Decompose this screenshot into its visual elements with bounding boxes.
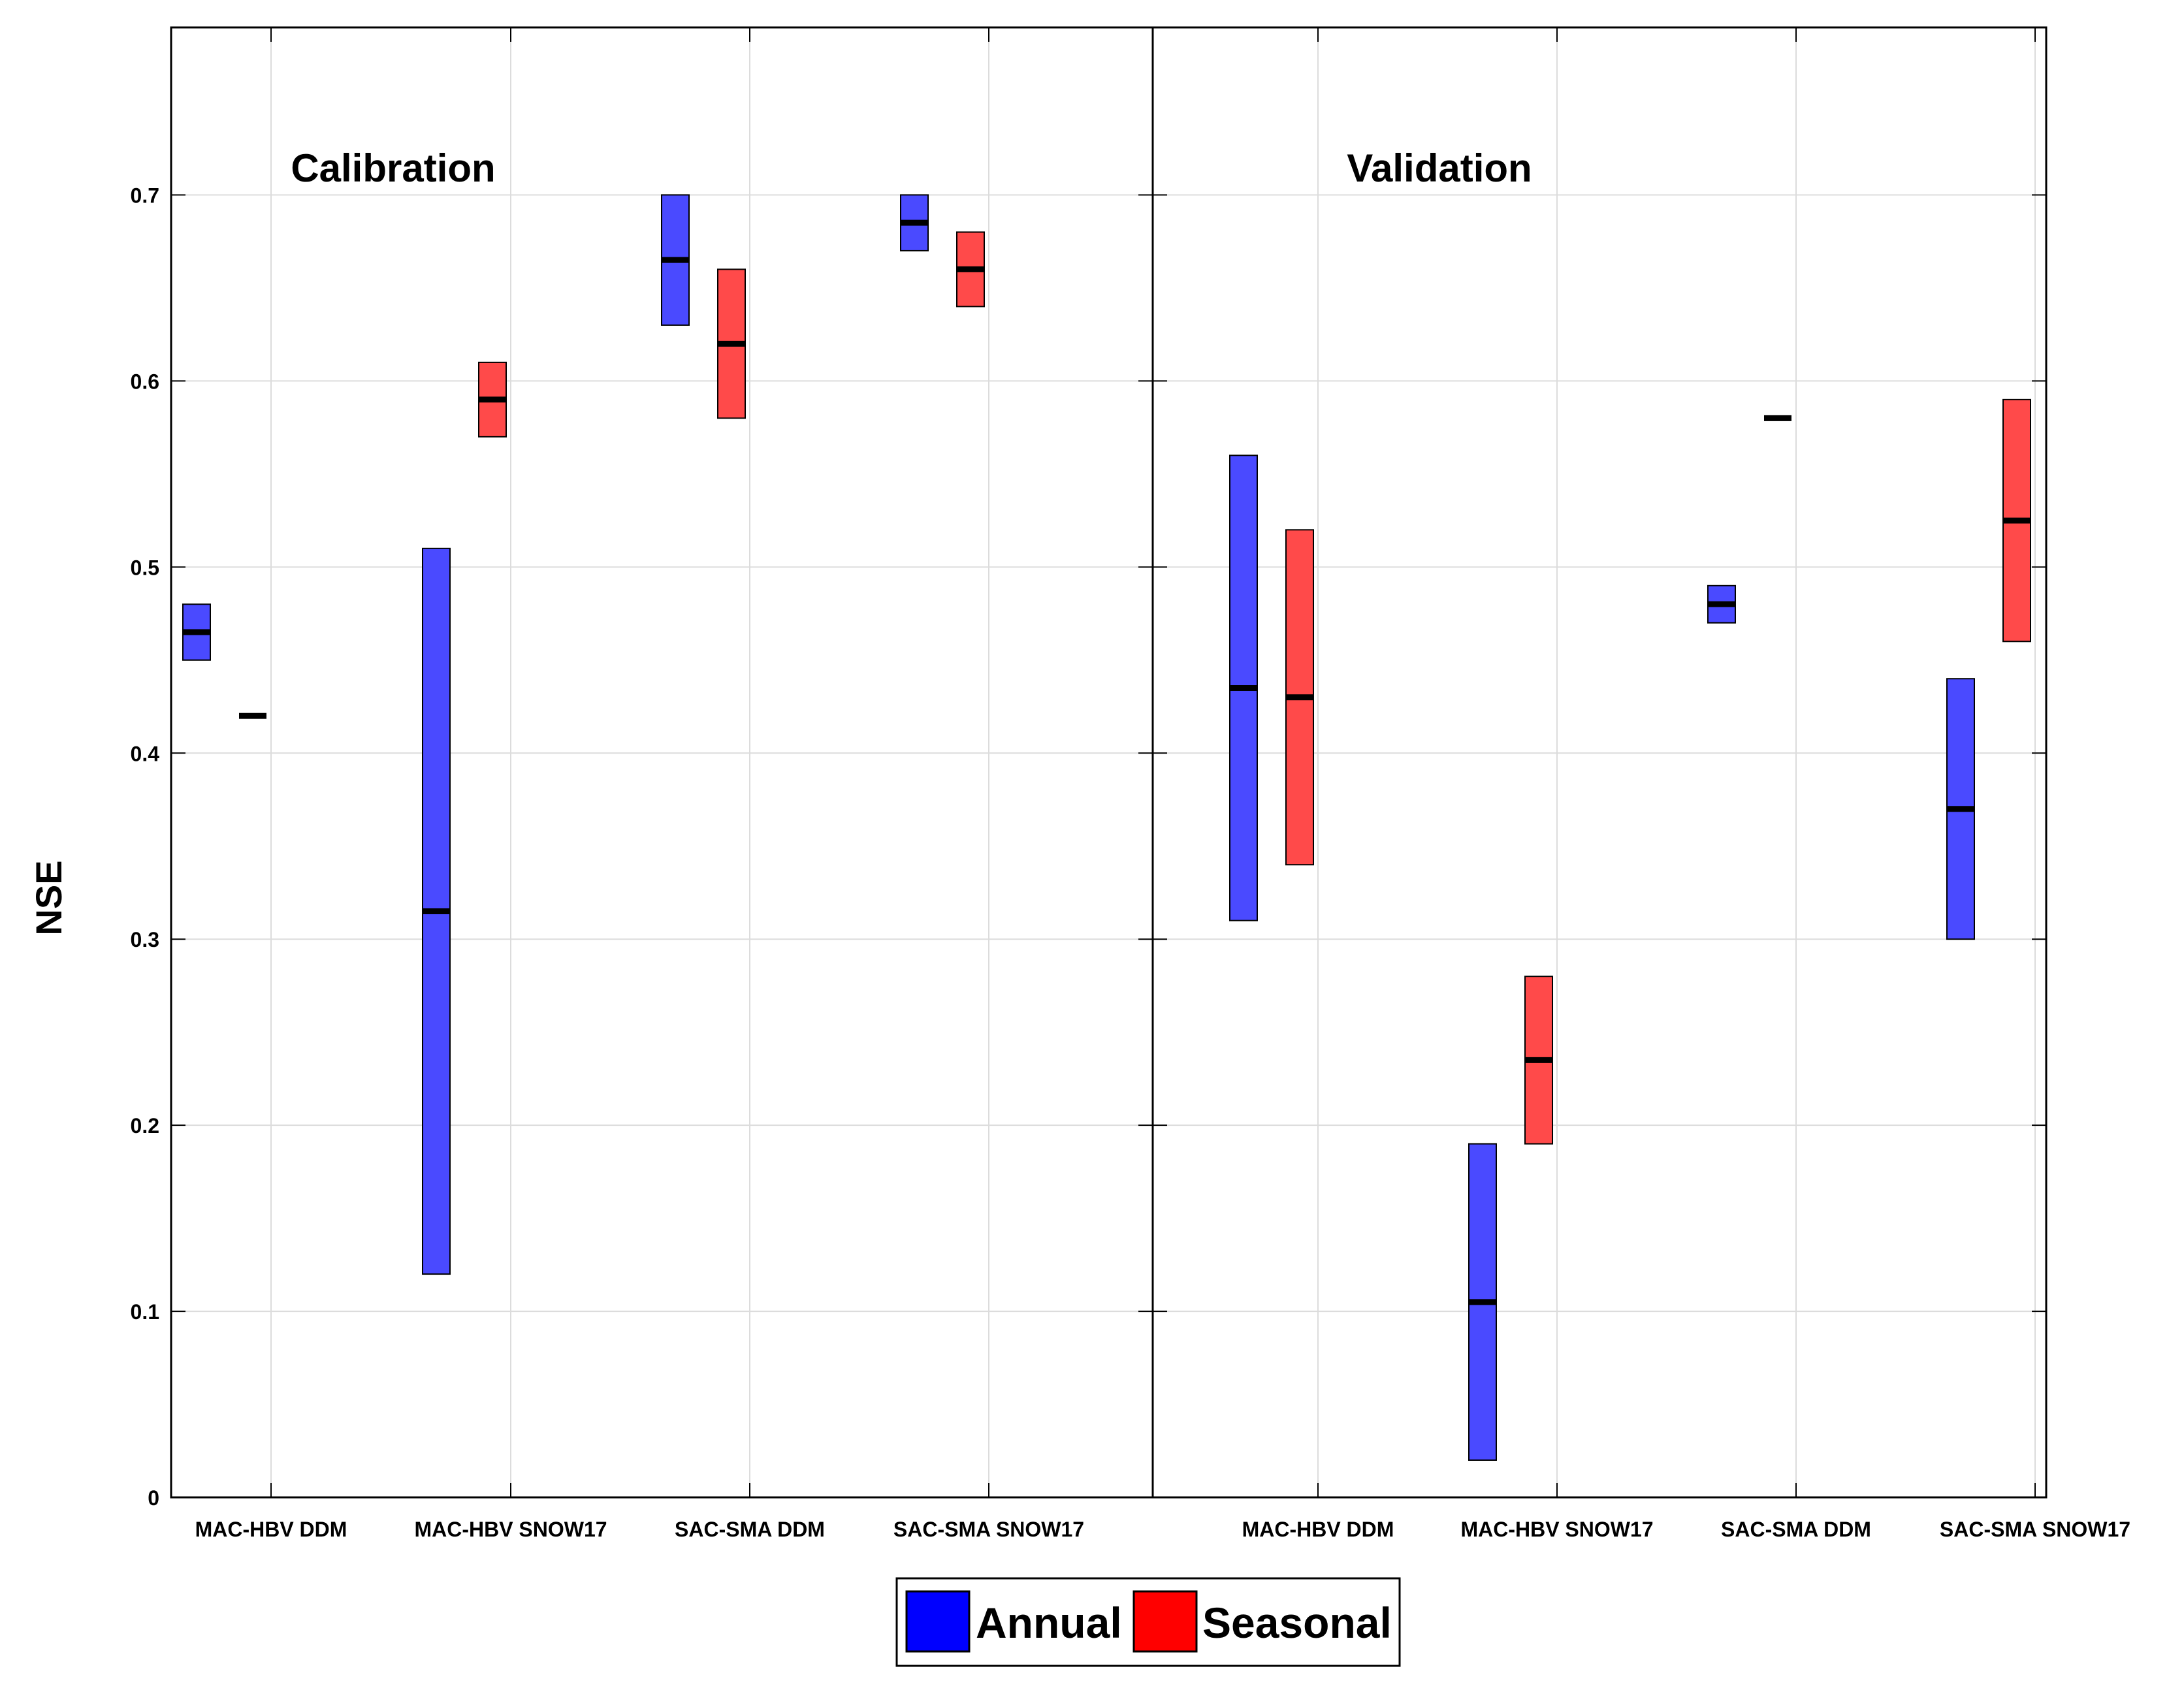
- axis-labels: 0 0.1 0.2 0.3 0.4 0.5 0.6 0.7 MAC-HBV DDM MAC-HBV…: [131, 183, 2131, 1541]
- x-tick-label: SAC-SMA SNOW17: [1940, 1518, 2130, 1541]
- axes-box: [170, 26, 2048, 1499]
- panel-title-validation: Validation: [1347, 146, 1532, 190]
- legend-swatch-annual: [905, 1590, 971, 1653]
- y-tick-label: 0.4: [131, 742, 160, 765]
- y-tick-label: 0.1: [131, 1300, 159, 1324]
- x-tick-label: SAC-SMA DDM: [1721, 1518, 1871, 1541]
- y-tick-label: 0.6: [131, 370, 159, 393]
- y-tick-label: 0.7: [131, 183, 159, 207]
- y-tick-label: 0.5: [131, 556, 159, 579]
- y-axis-label: NSE: [28, 860, 69, 935]
- x-tick-label: MAC-HBV SNOW17: [1460, 1518, 1653, 1541]
- range-bars: [182, 194, 2031, 1461]
- y-tick-label: 0.3: [131, 928, 159, 951]
- y-tick-label: 0: [148, 1486, 159, 1510]
- x-tick-label: MAC-HBV SNOW17: [414, 1518, 607, 1541]
- x-tick-label: SAC-SMA DDM: [675, 1518, 825, 1541]
- x-tick-label: MAC-HBV DDM: [195, 1518, 347, 1541]
- x-tick-label: SAC-SMA SNOW17: [893, 1518, 1084, 1541]
- legend: Annual Seasonal: [895, 1577, 1401, 1667]
- legend-label-annual: Annual: [976, 1599, 1122, 1647]
- plot-frame: [170, 26, 2048, 1499]
- panel-title-calibration: Calibration: [291, 146, 495, 190]
- x-tick-label: MAC-HBV DDM: [1242, 1518, 1394, 1541]
- legend-label-seasonal: Seasonal: [1202, 1599, 1392, 1647]
- legend-swatch-seasonal: [1132, 1590, 1198, 1653]
- y-tick-label: 0.2: [131, 1114, 159, 1138]
